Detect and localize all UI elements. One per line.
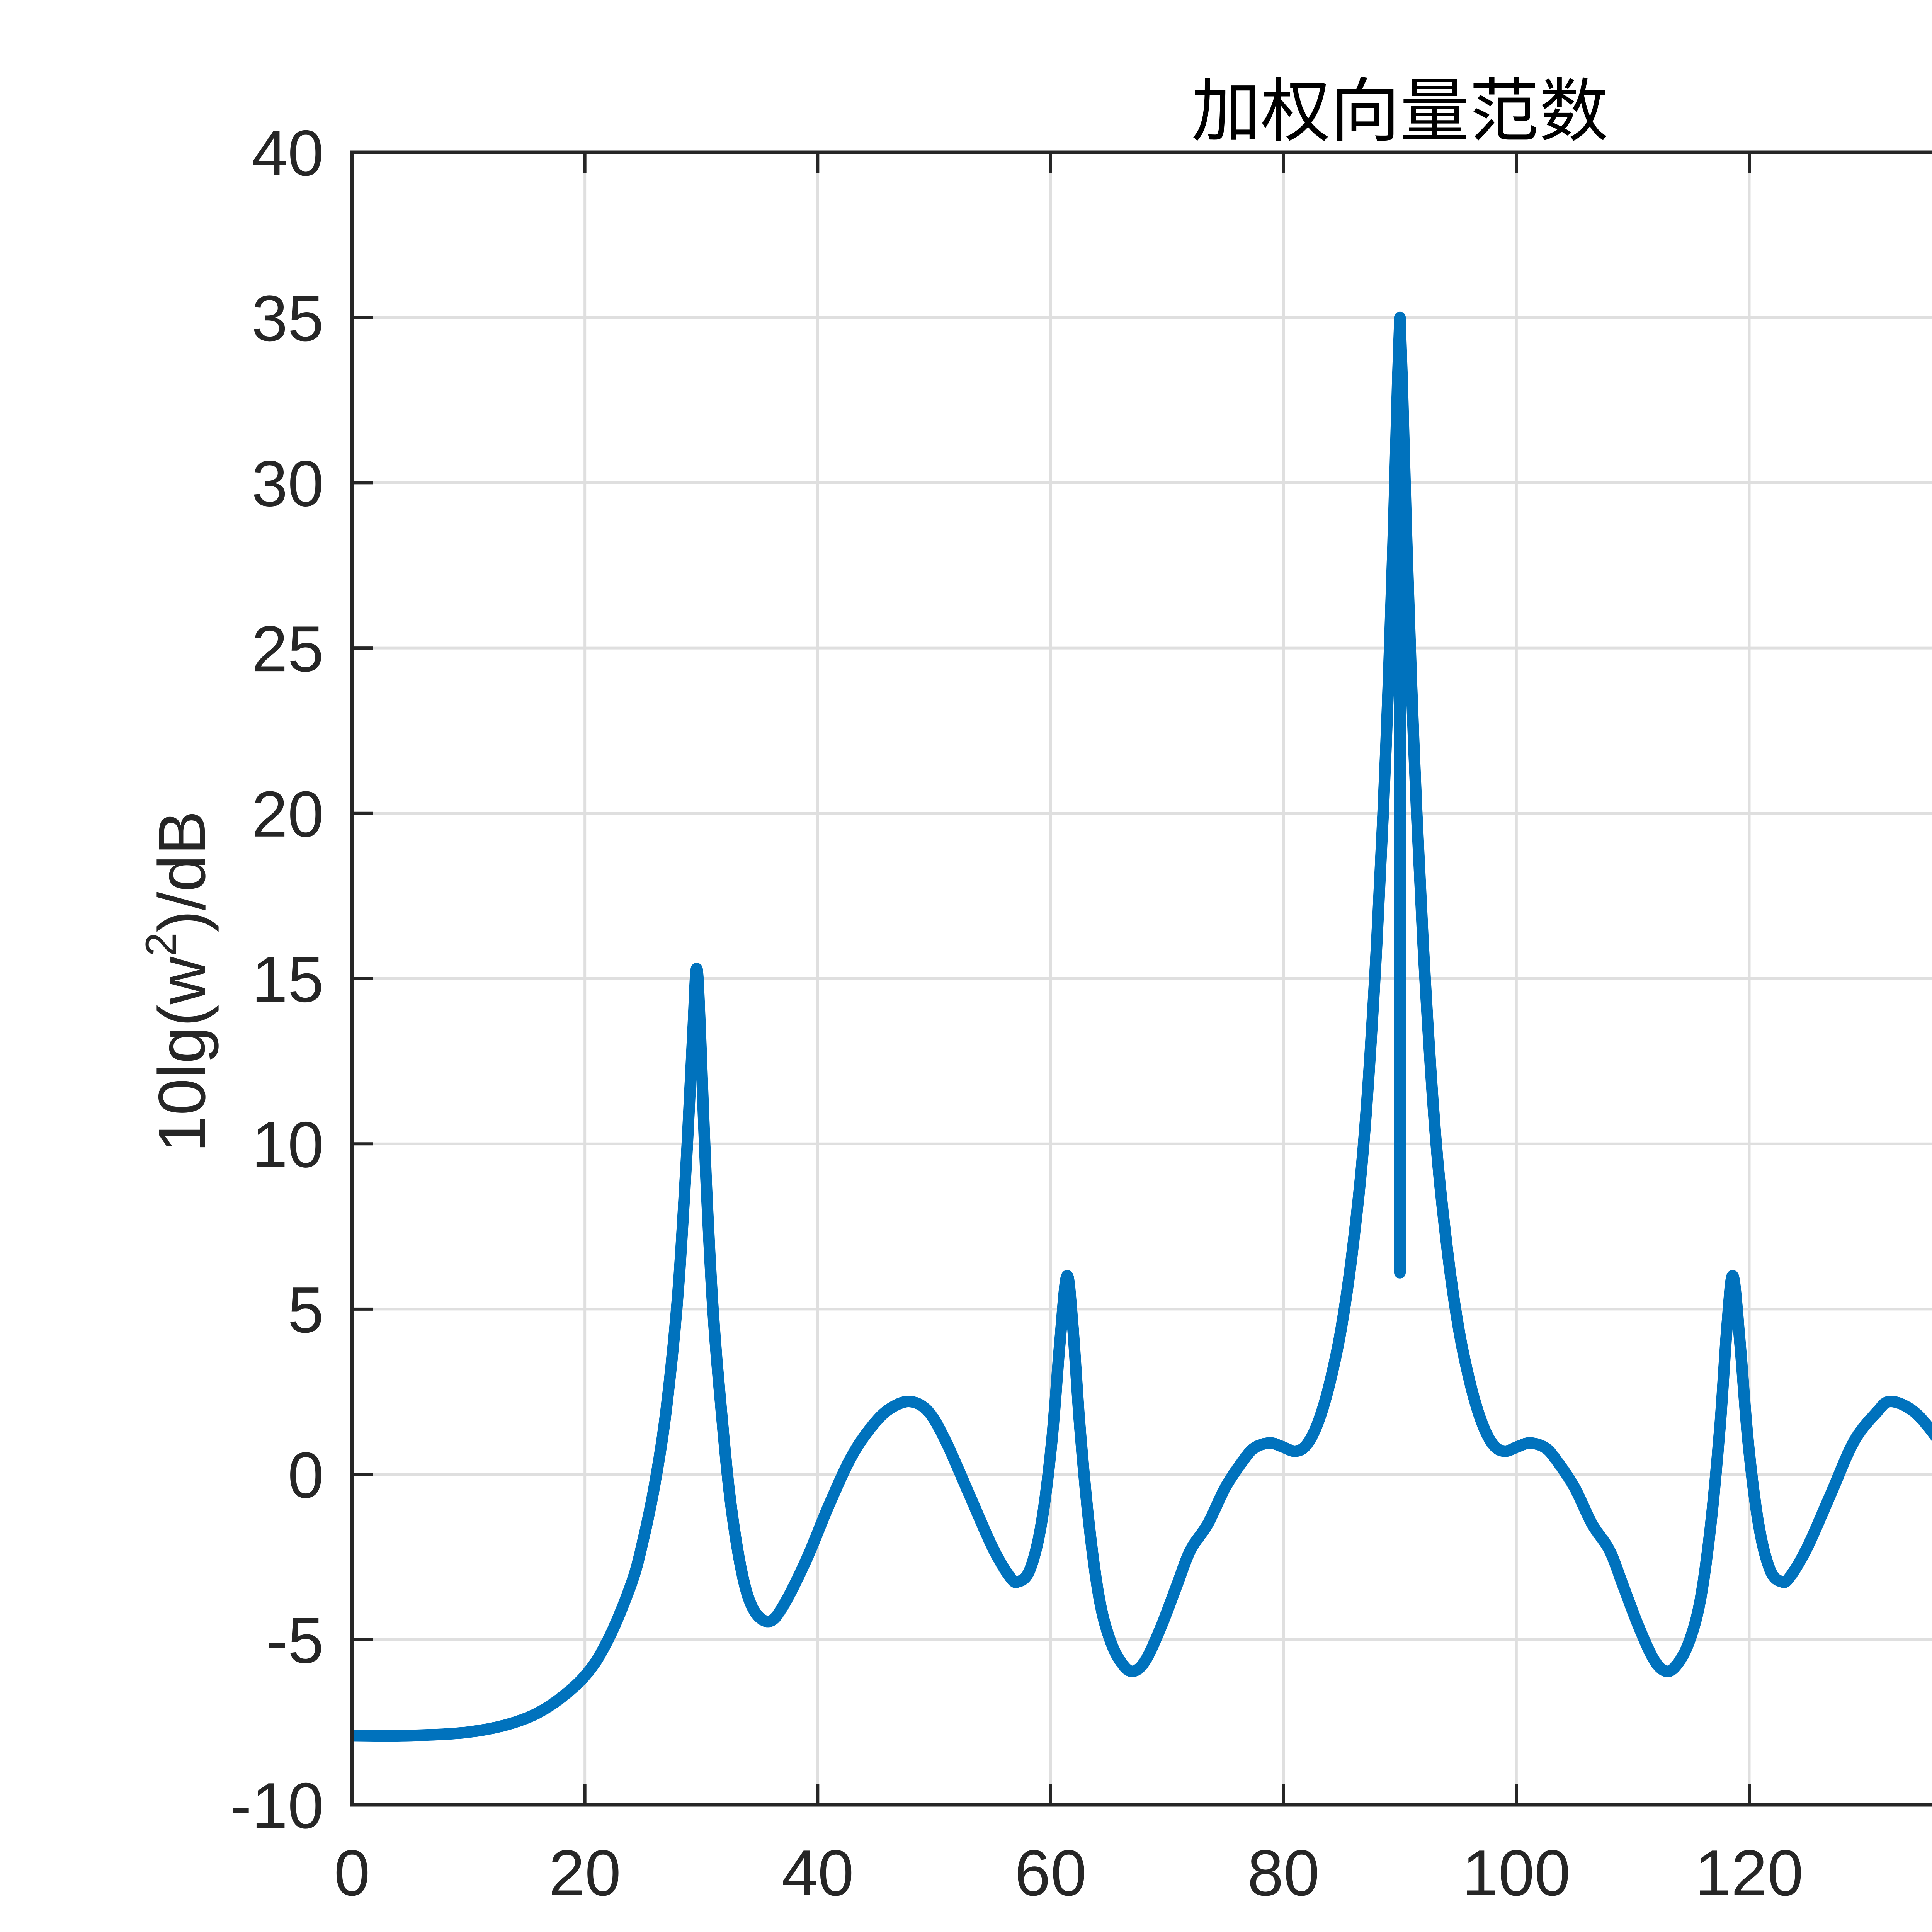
y-axis-label-suffix: )/dB (145, 811, 219, 932)
y-axis-label-prefix: 10lg(w (145, 956, 219, 1152)
x-tick-label: 120 (1695, 1837, 1803, 1909)
series-line (352, 311, 1932, 1742)
y-axis-label: 10lg(w2)/dB (137, 811, 219, 1152)
axes-box (350, 150, 1932, 1807)
x-tick-label: 0 (334, 1837, 370, 1909)
y-tick-label: -10 (230, 1769, 324, 1842)
y-tick-label: 30 (252, 447, 324, 520)
y-tick-labels: -10 -5 0 5 10 15 20 25 30 35 40 (230, 117, 324, 1842)
tick-marks (350, 151, 1751, 1806)
x-tick-label: 20 (549, 1837, 621, 1909)
y-tick-label: 15 (252, 943, 324, 1016)
x-tick-label: 40 (782, 1837, 854, 1909)
x-tick-labels: 020406080100120140160180 (334, 1837, 1932, 1909)
y-tick-label: 40 (252, 117, 324, 189)
y-tick-label: 20 (252, 778, 324, 850)
plot-series (352, 311, 1932, 1742)
y-tick-label: -5 (266, 1604, 324, 1677)
y-tick-label: 0 (288, 1439, 324, 1512)
x-tick-label: 100 (1462, 1837, 1570, 1909)
chart-title: 加权向量范数 (1191, 71, 1609, 152)
y-tick-label: 5 (288, 1274, 324, 1346)
y-tick-label: 25 (252, 612, 324, 685)
x-tick-label: 80 (1247, 1837, 1320, 1909)
y-tick-label: 10 (252, 1108, 324, 1181)
x-tick-label: 140 (1928, 1837, 1932, 1909)
y-tick-label: 35 (252, 282, 324, 355)
y-axis-label-sup: 2 (137, 932, 185, 956)
x-tick-label: 60 (1015, 1837, 1087, 1909)
